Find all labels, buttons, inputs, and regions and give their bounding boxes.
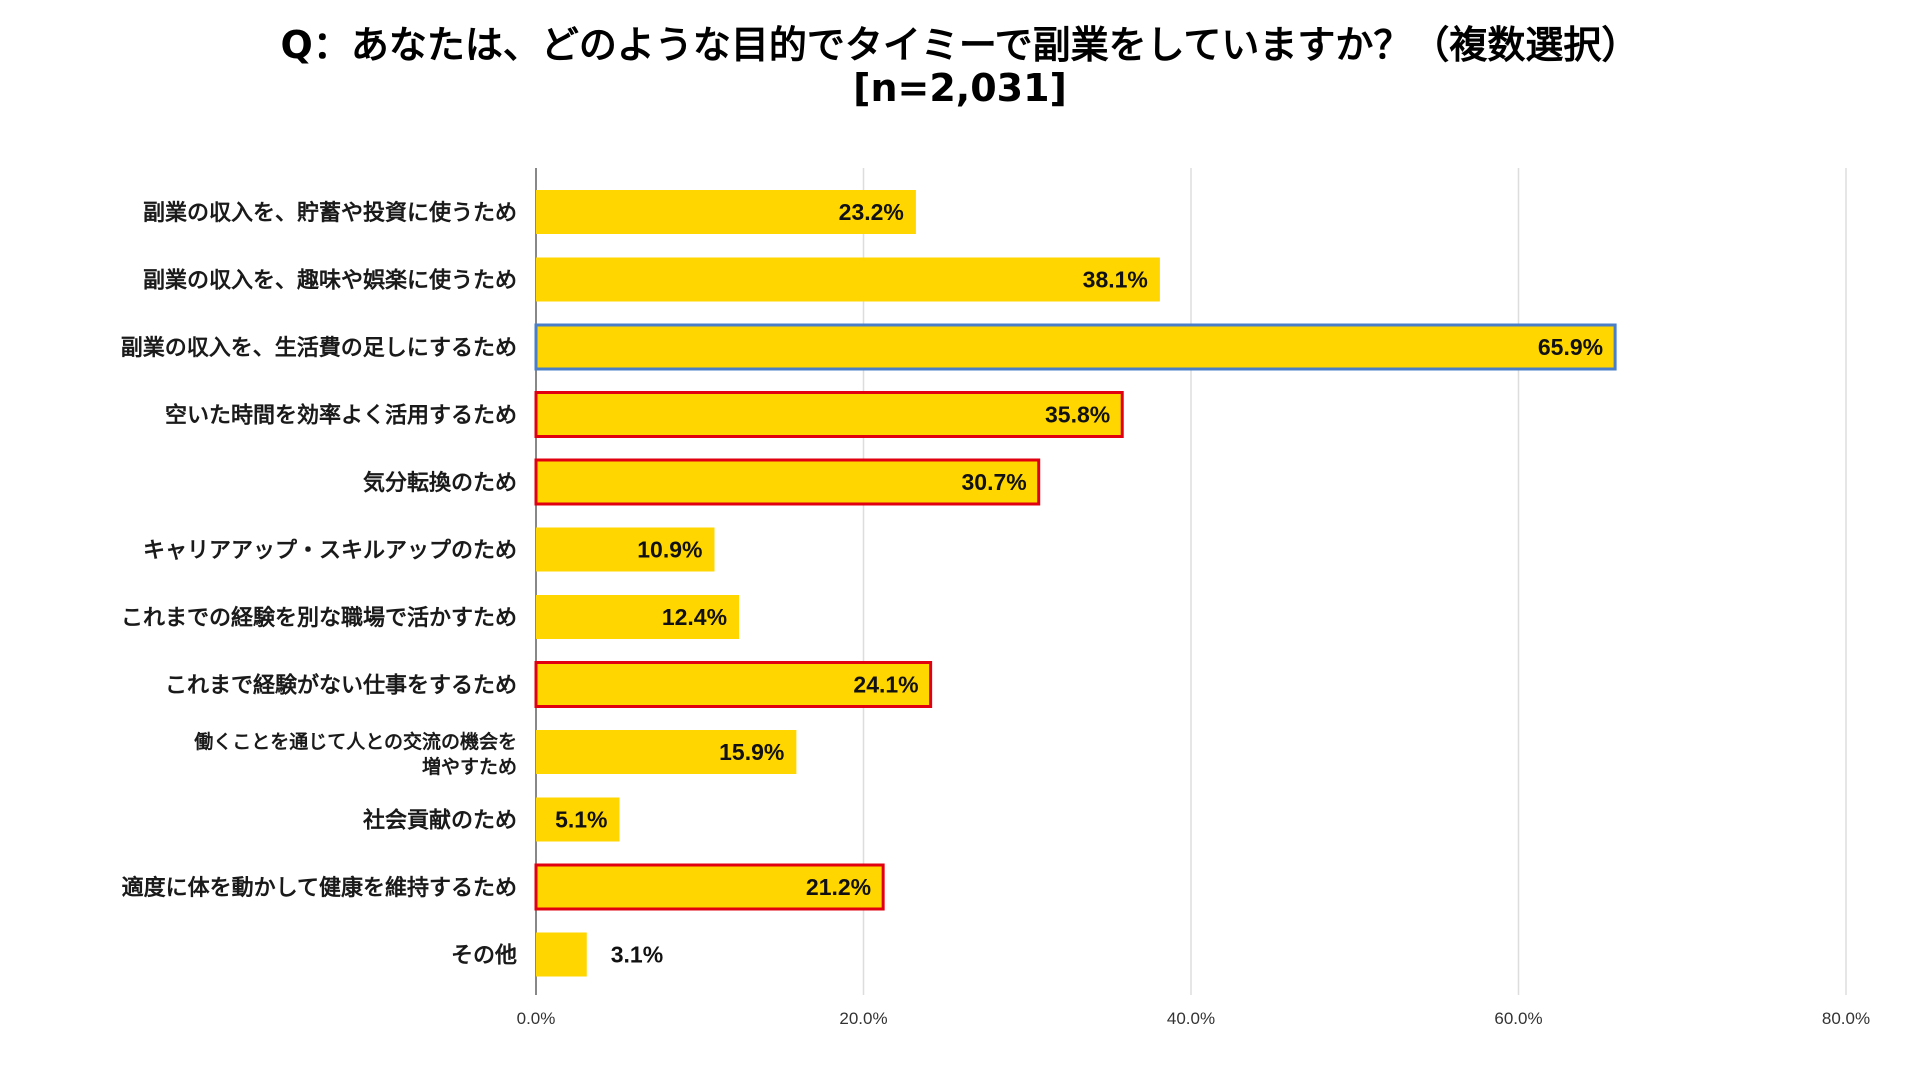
category-label: 副業の収入を、趣味や娯楽に使うため [143,268,517,294]
category-label: 社会貢献のため [363,808,517,834]
category-label: 空いた時間を効率よく活用するため [165,403,517,429]
data-label: 30.7% [961,469,1026,495]
data-label: 15.9% [719,739,784,765]
category-label: 働くことを通じて人との交流の機会を [193,730,517,753]
data-label: 38.1% [1083,267,1148,293]
category-label: 気分転換のため [363,470,517,496]
bar [534,458,1041,506]
bar [534,391,1124,438]
bar [536,527,715,572]
category-label: 適度に体を動かして健康を維持するため [122,875,517,901]
category-label: 副業の収入を、生活費の足しにするため [121,336,517,361]
data-label: 12.4% [662,604,727,630]
data-label: 5.1% [555,807,607,833]
category-label: これまで経験がない仕事をするため [165,673,517,699]
chart-title: Q：あなたは、どのような目的でタイミーで副業をしていますか？（複数選択） [280,23,1640,67]
bar [536,932,587,977]
category-label: その他 [451,944,517,969]
data-label: 3.1% [611,942,663,968]
bar [536,595,740,639]
data-label: 23.2% [839,199,904,225]
data-label: 21.2% [806,874,871,900]
chart-subtitle: [n=2,031] [853,66,1067,110]
bar [534,323,1617,371]
x-tick-label: 80.0% [1822,1009,1870,1028]
x-tick-label: 60.0% [1494,1009,1542,1028]
data-label: 24.1% [853,672,918,698]
data-label: 10.9% [637,537,702,563]
x-tick-label: 20.0% [839,1009,887,1028]
category-label: これまでの経験を別な職場で活かすため [121,605,517,631]
data-label: 35.8% [1045,402,1110,428]
bar [534,661,933,708]
bar [536,190,916,234]
category-label: キャリアアップ・スキルアップのため [143,539,517,564]
x-tick-label: 0.0% [517,1009,556,1028]
bar [536,257,1160,302]
category-label: 増やすため [422,755,517,778]
bar [536,730,797,774]
bar [534,863,885,911]
data-label: 65.9% [1538,334,1603,360]
category-label: 副業の収入を、貯蓄や投資に使うため [143,200,517,226]
bar [536,797,620,842]
x-tick-label: 40.0% [1167,1009,1215,1028]
